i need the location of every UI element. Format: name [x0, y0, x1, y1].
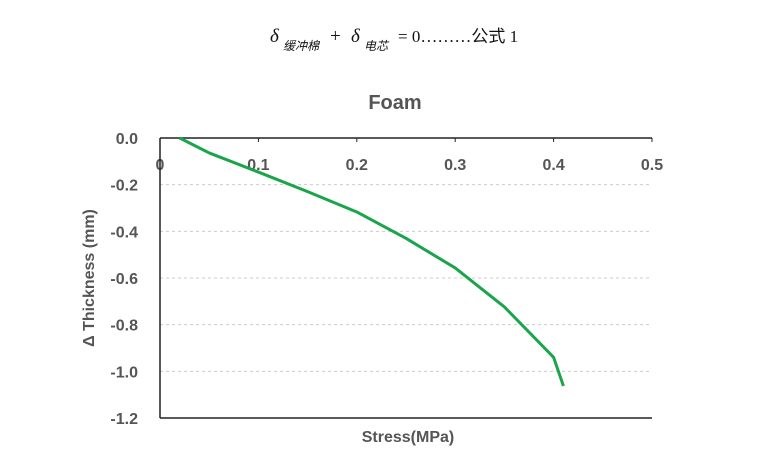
x-tick-label: 0.3 — [444, 157, 466, 174]
y-tick-label: -0.4 — [110, 224, 138, 241]
x-axis-label: Stress(MPa) — [362, 429, 454, 446]
chart-title: Foam — [368, 92, 421, 114]
formula-symbol: δ — [270, 26, 280, 47]
x-tick-label: 0.2 — [346, 157, 368, 174]
y-tick-label: -1.2 — [110, 411, 138, 428]
x-tick-label: 0.4 — [542, 157, 564, 174]
data-line — [179, 136, 565, 387]
y-tick-label: 0.0 — [116, 131, 138, 148]
y-tick-label: -0.6 — [110, 271, 138, 288]
y-tick-label: -0.2 — [110, 178, 138, 195]
formula-subscript: 缓冲棉 — [283, 39, 321, 53]
formula-symbol: δ — [351, 26, 361, 47]
y-tick-label: -1.0 — [110, 364, 138, 381]
formula-rest: = 0………公式 1 — [398, 27, 518, 46]
x-tick-label: 0.5 — [641, 157, 663, 174]
y-tick-label: -0.8 — [110, 318, 138, 335]
formula-subscript: 电芯 — [364, 39, 390, 53]
formula-operator: + — [330, 26, 341, 47]
y-axis-label: Δ Thickness (mm) — [81, 209, 98, 347]
